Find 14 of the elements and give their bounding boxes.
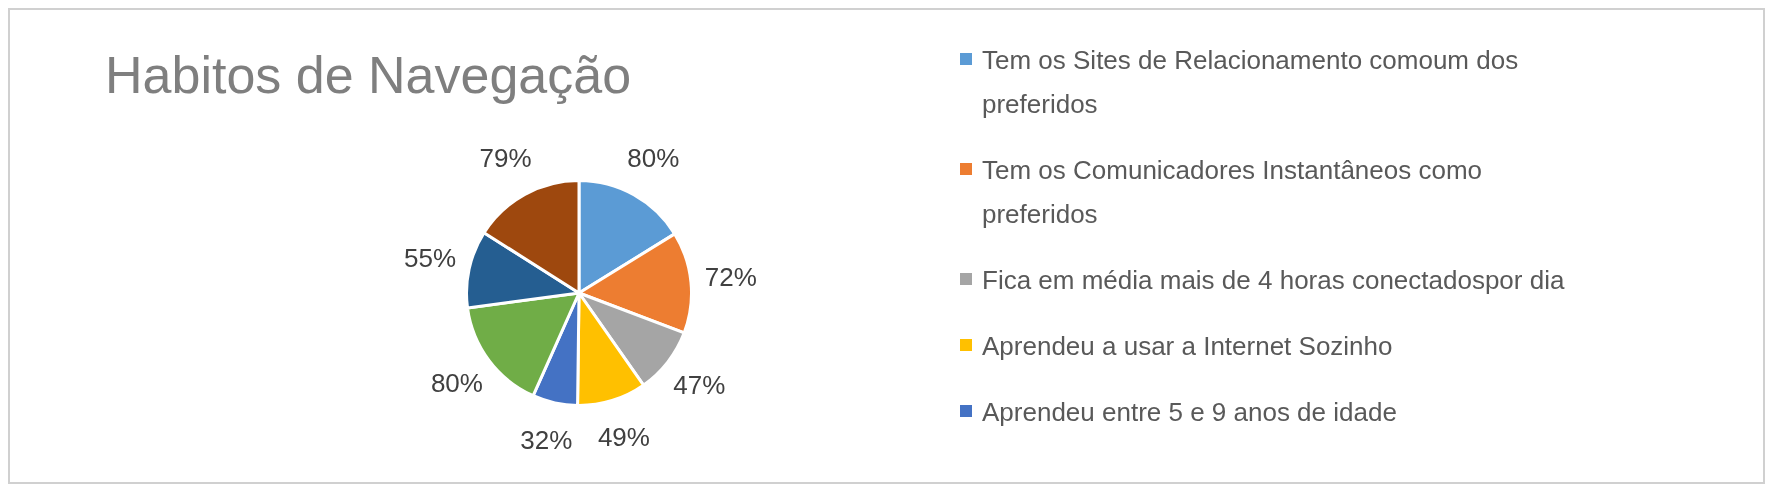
- legend-label: Tem os Comunicadores Instantâneos como preferidos: [982, 154, 1484, 231]
- data-label: 80%: [430, 367, 483, 398]
- data-label: 80%: [627, 142, 680, 173]
- data-label: 55%: [404, 243, 457, 274]
- data-label: 49%: [597, 421, 650, 452]
- legend-label: Fica em média mais de 4 horas conectadospor dia: [982, 264, 1566, 297]
- data-label: 32%: [520, 425, 573, 456]
- legend-label: Aprendeu entre 5 e 9 anos de idade: [982, 396, 1398, 429]
- data-label: 79%: [479, 142, 532, 173]
- legend-label: Aprendeu a usar a Internet Sozinho: [982, 330, 1394, 363]
- legend-label: Tem os Sites de Relacionamento comoum dos preferidos: [982, 44, 1520, 121]
- chart-title: Habitos de Navegação: [105, 45, 632, 105]
- data-label: 47%: [673, 369, 726, 400]
- data-label: 72%: [704, 261, 757, 292]
